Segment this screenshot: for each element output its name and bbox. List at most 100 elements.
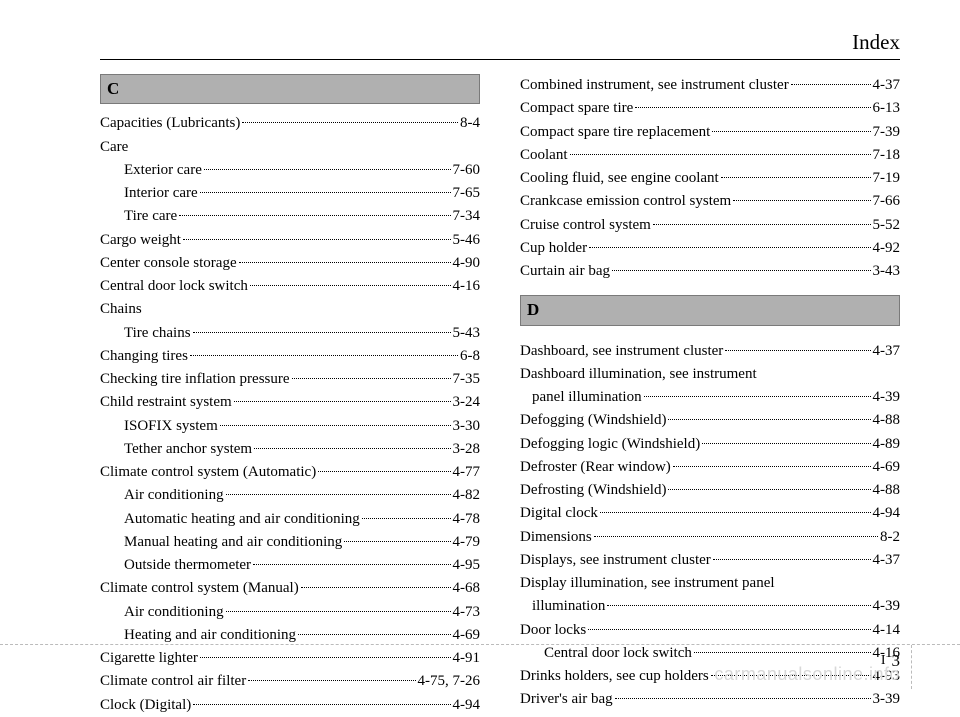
- index-entry-label: Checking tire inflation pressure: [100, 368, 290, 391]
- index-entry: Cooling fluid, see engine coolant 7-19: [520, 167, 900, 190]
- index-subentry: Exterior care7-60: [100, 159, 480, 182]
- index-entry: Changing tires 6-8: [100, 345, 480, 368]
- index-entry-page: 4-94: [453, 694, 481, 717]
- index-entry-page: 4-95: [453, 554, 481, 577]
- index-entry: Displays, see instrument cluster4-37: [520, 549, 900, 572]
- index-entry-page: 7-18: [873, 144, 901, 167]
- index-entry-label: Air conditioning: [124, 484, 224, 507]
- index-entry-label: Air conditioning: [124, 601, 224, 624]
- leader-dots: [200, 657, 451, 658]
- leader-dots: [183, 239, 451, 240]
- index-entry-page: 4-90: [453, 252, 481, 275]
- index-entry-label: Changing tires: [100, 345, 188, 368]
- index-entry-label: Center console storage: [100, 252, 237, 275]
- index-entry-page: 4-14: [873, 619, 901, 642]
- leader-dots: [733, 200, 870, 201]
- index-entry: Central door lock switch4-16: [100, 275, 480, 298]
- leader-dots: [589, 247, 870, 248]
- leader-dots: [673, 466, 871, 467]
- index-entry-label: Door locks: [520, 619, 586, 642]
- leader-dots: [220, 425, 451, 426]
- index-entry-page: 3-39: [873, 688, 901, 711]
- index-entry-label: Tire care: [124, 205, 177, 228]
- index-entry: Cruise control system5-52: [520, 214, 900, 237]
- index-entry-page: 5-43: [453, 322, 481, 345]
- leader-dots: [612, 270, 871, 271]
- index-entry: Center console storage 4-90: [100, 252, 480, 275]
- index-entry: Climate control system (Manual)4-68: [100, 577, 480, 600]
- leader-dots: [190, 355, 458, 356]
- index-subentry: Tether anchor system3-28: [100, 438, 480, 461]
- index-subentry: Manual heating and air conditioning4-79: [100, 531, 480, 554]
- index-entry-page: 7-66: [873, 190, 901, 213]
- leader-dots: [239, 262, 451, 263]
- index-subentry: Interior care7-65: [100, 182, 480, 205]
- index-entry-page: 4-88: [873, 479, 901, 502]
- left-column: C Capacities (Lubricants)8-4CareExterior…: [100, 74, 480, 717]
- index-entry: Defogging logic (Windshield)4-89: [520, 433, 900, 456]
- index-entry-page: 4-69: [873, 456, 901, 479]
- index-entry: Dashboard, see instrument cluster4-37: [520, 340, 900, 363]
- index-entry-label: Drinks holders, see cup holders: [520, 665, 709, 688]
- leader-dots: [234, 401, 451, 402]
- index-entry-label: Interior care: [124, 182, 198, 205]
- index-entry-label: Defogging (Windshield): [520, 409, 666, 432]
- index-entry-page: 4-37: [873, 340, 901, 363]
- section-letter-c: C: [100, 74, 480, 104]
- index-entry-label: Curtain air bag: [520, 260, 610, 283]
- index-subentry: Tire care7-34: [100, 205, 480, 228]
- leader-dots: [668, 489, 870, 490]
- leader-dots: [298, 634, 450, 635]
- index-entry: Cup holder4-92: [520, 237, 900, 260]
- index-entry-label: Dimensions: [520, 526, 592, 549]
- leader-dots: [607, 605, 870, 606]
- footer-dashed-line-h: [0, 644, 960, 645]
- leader-dots: [653, 224, 871, 225]
- index-entry-page: 7-35: [453, 368, 481, 391]
- leader-dots: [588, 629, 870, 630]
- leader-dots: [344, 541, 450, 542]
- leader-dots: [600, 512, 871, 513]
- index-entry-page: 4-39: [873, 595, 901, 618]
- index-entry: Defrosting (Windshield)4-88: [520, 479, 900, 502]
- index-entry: Defroster (Rear window)4-69: [520, 456, 900, 479]
- index-entry-page: 5-52: [873, 214, 901, 237]
- leader-dots: [200, 192, 451, 193]
- index-entry: Crankcase emission control system7-66: [520, 190, 900, 213]
- index-entry-page: 4-37: [873, 549, 901, 572]
- leader-dots: [615, 698, 871, 699]
- index-entry-page: 3-30: [453, 415, 481, 438]
- index-entry-label: Driver's air bag: [520, 688, 613, 711]
- index-subentry: Automatic heating and air conditioning4-…: [100, 508, 480, 531]
- leader-dots: [242, 122, 458, 123]
- right-top-rows: Combined instrument, see instrument clus…: [520, 74, 900, 283]
- index-entry: Door locks 4-14: [520, 619, 900, 642]
- index-entry: Climate control system (Automatic)4-77: [100, 461, 480, 484]
- index-entry-page: 8-2: [880, 526, 900, 549]
- index-entry-label: Cigarette lighter: [100, 647, 198, 670]
- index-entry-label: Capacities (Lubricants): [100, 112, 240, 135]
- index-entry-page: 4-16: [453, 275, 481, 298]
- index-entry-label: Manual heating and air conditioning: [124, 531, 342, 554]
- leader-dots: [253, 564, 450, 565]
- index-entry-page: 7-39: [873, 121, 901, 144]
- index-entry-page: 5-46: [453, 229, 481, 252]
- index-entry-label: Cooling fluid, see engine coolant: [520, 167, 719, 190]
- leader-dots: [226, 494, 451, 495]
- index-entry-label: Coolant: [520, 144, 568, 167]
- index-entry-page: 7-19: [873, 167, 901, 190]
- index-entry: Clock (Digital)4-94: [100, 694, 480, 717]
- leader-dots: [791, 84, 871, 85]
- leader-dots: [318, 471, 450, 472]
- index-entry-page: 6-8: [460, 345, 480, 368]
- index-entry-page: 4-89: [873, 433, 901, 456]
- index-entry: Checking tire inflation pressure 7-35: [100, 368, 480, 391]
- index-entry-label: Outside thermometer: [124, 554, 251, 577]
- index-entry-plain: Display illumination, see instrument pan…: [520, 572, 900, 595]
- index-entry-page: 3-24: [453, 391, 481, 414]
- index-entry-label: Climate control air filter: [100, 670, 246, 693]
- index-subentry: panel illumination4-39: [520, 386, 900, 409]
- index-entry: Curtain air bag3-43: [520, 260, 900, 283]
- index-entry-page: 4-68: [453, 577, 481, 600]
- index-subentry: Air conditioning4-73: [100, 601, 480, 624]
